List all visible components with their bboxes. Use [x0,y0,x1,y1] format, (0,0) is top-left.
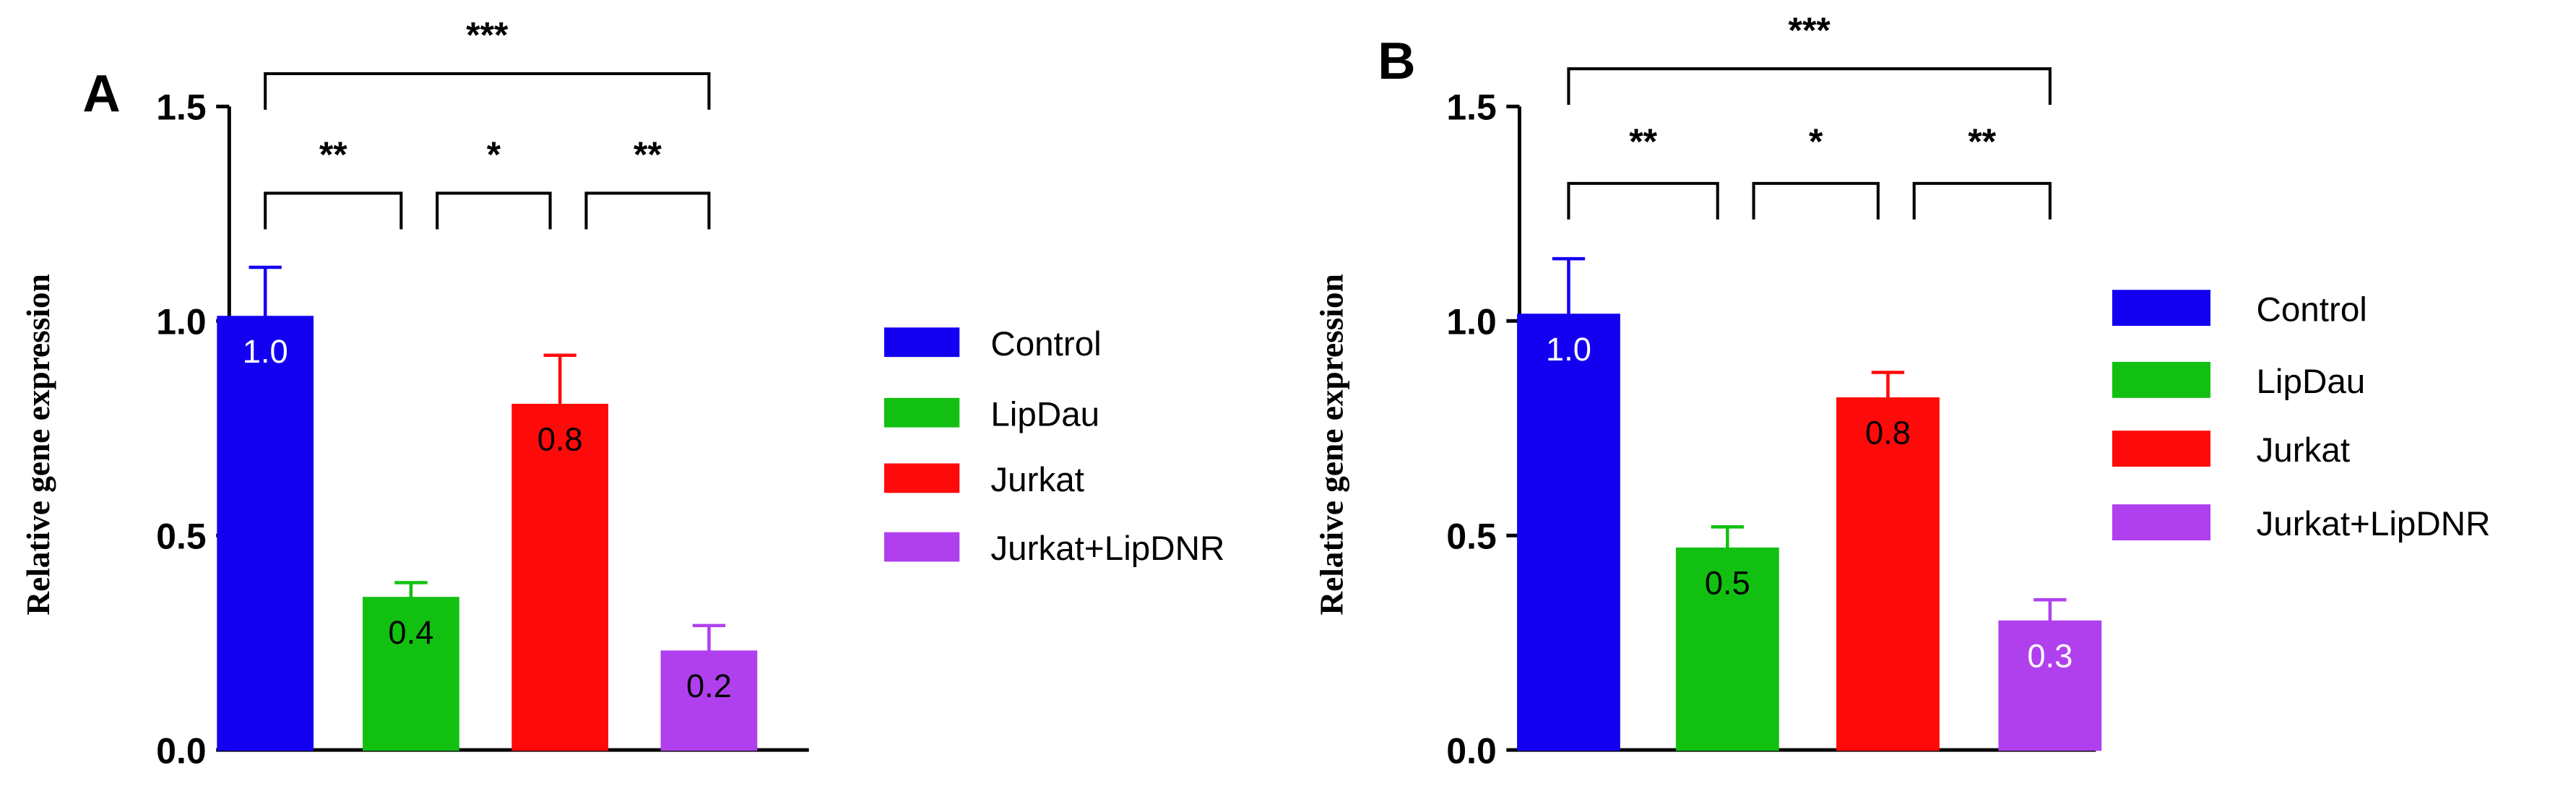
legend-swatch-jurkat-lipdnr [884,532,960,562]
data-label-lipdau: 0.5 [1705,564,1750,601]
legend-swatch-control [2112,290,2210,327]
significance-label: * [1809,121,1823,162]
significance-bracket [436,191,552,230]
data-label-control: 1.0 [243,333,288,370]
y-tick-label: 1.0 [1446,301,1496,342]
bar-jurkat [511,403,609,751]
legend-label-jurkat-lipdnr: Jurkat+LipDNR [2256,505,2490,543]
y-tick-label: 1.5 [156,87,206,127]
legend-label-control: Control [2256,290,2367,329]
data-label-jurkat: 0.8 [1865,415,1911,452]
data-label-control: 1.0 [1546,331,1591,368]
significance-label: ** [1968,121,1996,162]
y-tick-label: 1.0 [156,301,206,342]
panel-a-content: A 0.0 0.5 1.0 1.5 Relative gene expression 1.0… [20,15,1224,772]
y-tick-label: 1.5 [1446,87,1496,127]
bar-lipdau [1675,547,1779,751]
legend-swatch-jurkat-lipdnr [2112,504,2210,540]
y-axis-label: Relative gene expression [20,274,56,616]
data-label-jurkat: 0.8 [537,421,583,458]
legend-label-jurkat-lipdnr: Jurkat+LipDNR [990,530,1224,568]
significance-bracket [264,72,711,110]
y-tick-label: 0.5 [1446,516,1496,556]
legend-swatch-lipdau [884,397,960,428]
legend-swatch-jurkat [884,463,960,493]
data-label-jurkat-lipdnr: 0.3 [2027,637,2073,674]
legend-swatch-jurkat [2112,431,2210,467]
legend-label-jurkat: Jurkat [2256,431,2350,470]
bar-jurkat-lipdnr [1998,620,2102,751]
panel-letter: B [1378,32,1415,90]
bar-control [217,316,314,751]
significance-bracket [1567,67,2052,105]
significance-label: ** [319,134,347,175]
panel-a: A 0.0 0.5 1.0 1.5 Relative gene expression 1.0… [20,15,1224,772]
bar-control [1517,314,1620,751]
bar-jurkat-lipdnr [660,650,758,751]
legend-label-lipdau: LipDau [2256,363,2365,401]
significance-label: ** [634,134,662,175]
y-tick-label: 0.5 [156,516,206,556]
panel-letter: A [82,64,120,123]
legend-label-lipdau: LipDau [990,395,1099,433]
legend-swatch-lipdau [2112,361,2210,398]
panel-b: B 0.0 0.5 1.0 1.5 Relative gene expression 1.0… [1314,10,2491,771]
data-label-jurkat-lipdnr: 0.2 [686,668,732,704]
significance-bracket [264,191,403,230]
data-label-lipdau: 0.4 [388,614,433,651]
bar-jurkat [1836,397,1940,751]
significance-bracket [584,191,711,230]
significance-label: ** [1629,121,1657,162]
y-tick-label: 0.0 [156,730,206,771]
significance-bracket [1567,181,1719,220]
significance-label: *** [466,15,509,56]
legend-swatch-control [884,327,960,358]
legend-label-jurkat: Jurkat [990,461,1084,499]
significance-label: * [487,134,501,175]
panel-b-content: B 0.0 0.5 1.0 1.5 Relative gene expression 1.0… [1314,10,2491,771]
significance-bracket [1752,181,1880,220]
y-tick-label: 0.0 [1446,730,1496,771]
y-axis-label: Relative gene expression [1314,274,1350,616]
bar-lipdau [363,597,459,751]
significance-label: *** [1789,10,1831,51]
legend-label-control: Control [990,325,1101,363]
significance-bracket [1912,181,2052,220]
